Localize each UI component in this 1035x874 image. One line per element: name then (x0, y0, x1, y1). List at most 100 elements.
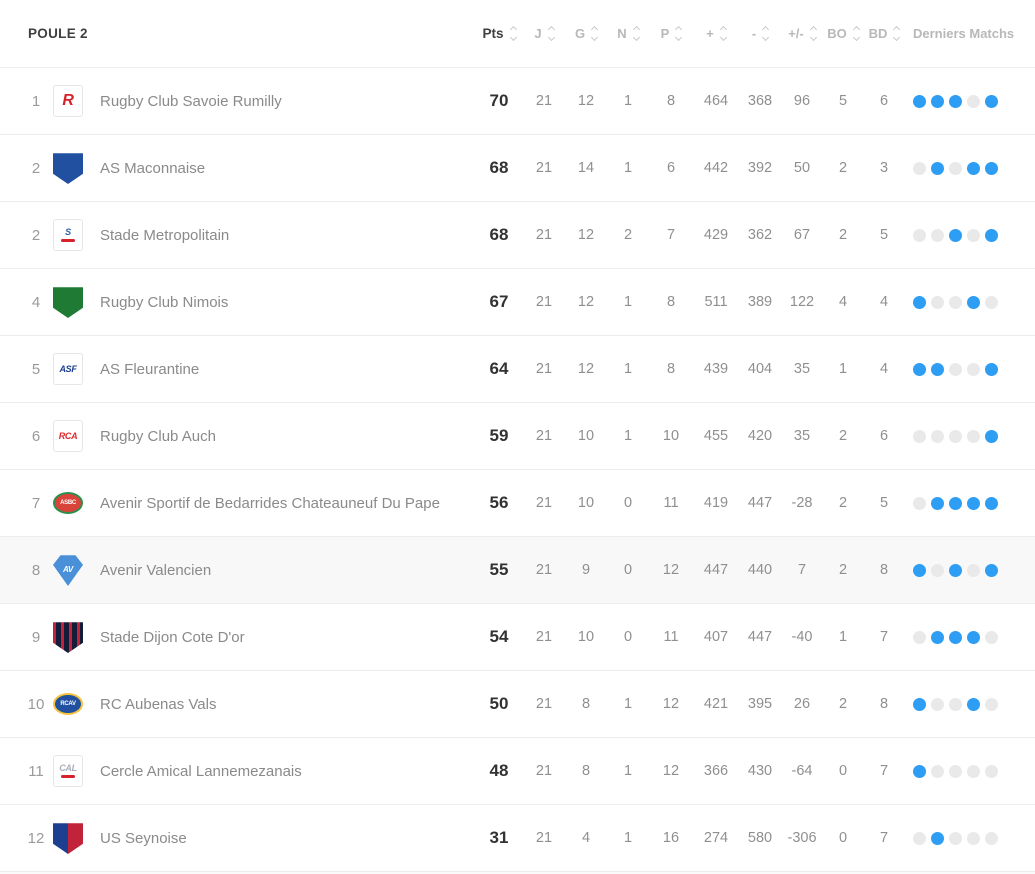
match-result-dot-lost[interactable] (967, 563, 980, 577)
match-result-dot-lost[interactable] (967, 831, 980, 845)
team-name[interactable]: Rugby Club Savoie Rumilly (100, 92, 282, 110)
match-result-dot-won[interactable] (985, 228, 998, 242)
match-result-dot-lost[interactable] (949, 697, 962, 711)
team-name[interactable]: Avenir Valencien (100, 561, 212, 579)
match-result-dot-won[interactable] (931, 831, 944, 845)
column-header-diff[interactable]: +/- (781, 25, 823, 42)
match-result-dot-won[interactable] (913, 764, 926, 778)
match-result-dot-lost[interactable] (949, 161, 962, 175)
sort-icon[interactable] (509, 25, 517, 42)
team-name[interactable]: AS Maconnaise (100, 159, 206, 177)
table-row[interactable]: 9 Stade Dijon Cote D'or 54 21 10 0 11 407 447 -40… (0, 604, 1035, 671)
sort-icon[interactable] (762, 25, 770, 42)
match-result-dot-won[interactable] (985, 429, 998, 443)
table-row[interactable]: 11 CAL Cercle Amical Lannemezanais 48 21 8 1 12… (0, 738, 1035, 805)
match-result-dot-lost[interactable] (949, 831, 962, 845)
table-row[interactable]: 10 RCAV RC Aubenas Vals 50 21 8 1 12 421 395 26 2 8 (0, 671, 1035, 738)
table-row[interactable]: 4 Rugby Club Nimois 67 21 12 1 8 511 389 122 4 4 (0, 269, 1035, 336)
match-result-dot-won[interactable] (949, 94, 962, 108)
sort-icon[interactable] (719, 25, 727, 42)
match-result-dot-won[interactable] (913, 362, 926, 376)
match-result-dot-won[interactable] (931, 630, 944, 644)
match-result-dot-lost[interactable] (949, 362, 962, 376)
match-result-dot-lost[interactable] (931, 697, 944, 711)
match-result-dot-lost[interactable] (931, 295, 944, 309)
column-header-n[interactable]: N (607, 25, 649, 42)
match-result-dot-lost[interactable] (949, 764, 962, 778)
table-row[interactable]: 12 US Seynoise 31 21 4 1 16 274 580 -306 0 7 (0, 805, 1035, 872)
sort-icon[interactable] (591, 25, 599, 42)
match-result-dot-lost[interactable] (967, 94, 980, 108)
match-result-dot-won[interactable] (985, 496, 998, 510)
match-result-dot-lost[interactable] (949, 295, 962, 309)
match-result-dot-lost[interactable] (967, 429, 980, 443)
table-row[interactable]: 6 RCA Rugby Club Auch 59 21 10 1 10 455 420 35 2 6 (0, 403, 1035, 470)
sort-icon[interactable] (852, 25, 860, 42)
match-result-dot-lost[interactable] (931, 563, 944, 577)
match-result-dot-lost[interactable] (985, 764, 998, 778)
match-result-dot-won[interactable] (931, 94, 944, 108)
match-result-dot-lost[interactable] (913, 228, 926, 242)
match-result-dot-lost[interactable] (985, 697, 998, 711)
match-result-dot-lost[interactable] (931, 764, 944, 778)
table-row[interactable]: 8 AV Avenir Valencien 55 21 9 0 12 447 440 7 2 8 (0, 537, 1035, 604)
match-result-dot-lost[interactable] (985, 295, 998, 309)
sort-icon[interactable] (675, 25, 683, 42)
match-result-dot-won[interactable] (967, 496, 980, 510)
sort-icon[interactable] (809, 25, 817, 42)
match-result-dot-won[interactable] (949, 563, 962, 577)
match-result-dot-won[interactable] (949, 496, 962, 510)
match-result-dot-won[interactable] (985, 362, 998, 376)
table-row[interactable]: 7 ASBC Avenir Sportif de Bedarrides Chatea… (0, 470, 1035, 537)
match-result-dot-won[interactable] (913, 563, 926, 577)
match-result-dot-lost[interactable] (913, 496, 926, 510)
table-row[interactable]: 2 S Stade Metropolitain 68 21 12 2 7 429 362 67 2 5 (0, 202, 1035, 269)
match-result-dot-won[interactable] (985, 161, 998, 175)
team-name[interactable]: Cercle Amical Lannemezanais (100, 762, 302, 780)
table-row[interactable]: 5 ASF AS Fleurantine 64 21 12 1 8 439 404 35 1 4 (0, 336, 1035, 403)
team-name[interactable]: Stade Dijon Cote D'or (100, 628, 245, 646)
match-result-dot-lost[interactable] (913, 429, 926, 443)
match-result-dot-won[interactable] (949, 630, 962, 644)
match-result-dot-lost[interactable] (985, 831, 998, 845)
match-result-dot-won[interactable] (949, 228, 962, 242)
match-result-dot-lost[interactable] (931, 228, 944, 242)
column-header-j[interactable]: J (523, 25, 565, 42)
sort-icon[interactable] (632, 25, 640, 42)
match-result-dot-lost[interactable] (985, 630, 998, 644)
column-header-plus[interactable]: + (693, 25, 739, 42)
match-result-dot-lost[interactable] (913, 831, 926, 845)
match-result-dot-won[interactable] (913, 94, 926, 108)
match-result-dot-won[interactable] (931, 161, 944, 175)
match-result-dot-lost[interactable] (913, 161, 926, 175)
match-result-dot-won[interactable] (913, 697, 926, 711)
team-name[interactable]: Stade Metropolitain (100, 226, 230, 244)
match-result-dot-won[interactable] (931, 496, 944, 510)
table-row[interactable]: 1 R Rugby Club Savoie Rumilly 70 21 12 1 8 464 36… (0, 68, 1035, 135)
column-header-minus[interactable]: - (739, 25, 781, 42)
match-result-dot-lost[interactable] (949, 429, 962, 443)
column-header-pts[interactable]: Pts (475, 25, 523, 42)
match-result-dot-won[interactable] (931, 362, 944, 376)
match-result-dot-won[interactable] (967, 161, 980, 175)
sort-icon[interactable] (893, 25, 901, 42)
match-result-dot-lost[interactable] (967, 228, 980, 242)
team-name[interactable]: US Seynoise (100, 829, 187, 847)
team-name[interactable]: Rugby Club Auch (100, 427, 216, 445)
team-name[interactable]: Avenir Sportif de Bedarrides Chateauneuf… (100, 494, 440, 512)
match-result-dot-lost[interactable] (967, 362, 980, 376)
match-result-dot-won[interactable] (967, 295, 980, 309)
column-header-p[interactable]: P (649, 25, 693, 42)
table-row[interactable]: 2 AS Maconnaise 68 21 14 1 6 442 392 50 2 3 (0, 135, 1035, 202)
match-result-dot-lost[interactable] (913, 630, 926, 644)
match-result-dot-won[interactable] (967, 630, 980, 644)
sort-icon[interactable] (547, 25, 555, 42)
match-result-dot-won[interactable] (967, 697, 980, 711)
match-result-dot-won[interactable] (913, 295, 926, 309)
team-name[interactable]: AS Fleurantine (100, 360, 200, 378)
column-header-bd[interactable]: BD (863, 25, 905, 42)
match-result-dot-lost[interactable] (967, 764, 980, 778)
match-result-dot-won[interactable] (985, 563, 998, 577)
match-result-dot-won[interactable] (985, 94, 998, 108)
team-name[interactable]: Rugby Club Nimois (100, 293, 229, 311)
